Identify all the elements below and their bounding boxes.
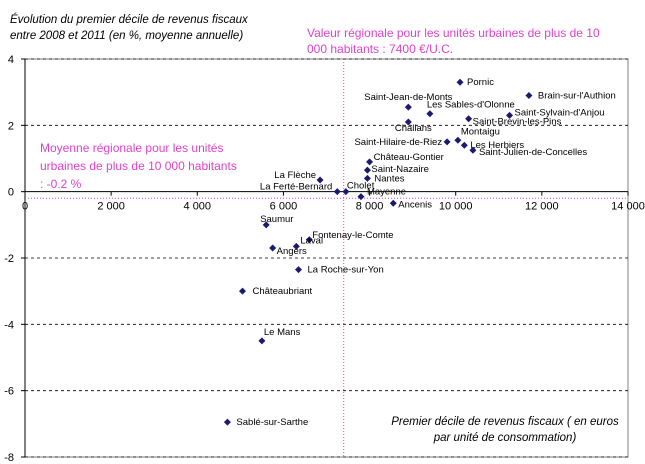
- point-label: Angers: [277, 246, 307, 257]
- point-label: La Flèche: [274, 170, 316, 181]
- point-marker: [363, 174, 371, 182]
- x-tick-label: 10 000: [439, 201, 473, 213]
- point-marker: [404, 118, 412, 126]
- x-tick-label: 6 000: [270, 201, 298, 213]
- x-tick-label: 8 000: [356, 201, 384, 213]
- x-tick-label: 0: [22, 201, 28, 213]
- point-label: Le Mans: [264, 327, 301, 338]
- x-tick-label: 4 000: [184, 201, 212, 213]
- point-label: Ancenis: [398, 199, 432, 210]
- y-tick-label: 0: [8, 187, 14, 199]
- point-label: Saint-Nazaire: [371, 164, 429, 175]
- point-marker: [456, 78, 464, 86]
- point-label: Laval: [300, 235, 323, 246]
- point-label: Château-Gontier: [374, 152, 444, 163]
- point-marker: [363, 166, 371, 174]
- point-label: La Roche-sur-Yon: [308, 265, 384, 276]
- point-label: Saumur: [260, 214, 293, 225]
- point-marker: [262, 221, 270, 229]
- point-label: La Ferté-Bernard: [260, 182, 332, 193]
- point-marker: [426, 110, 434, 118]
- point-label: Saint-Jean-de-Monts: [364, 92, 452, 103]
- point-marker: [389, 199, 397, 207]
- point-marker: [525, 91, 533, 99]
- point-label: Saint-Hilaire-de-Riez: [354, 137, 442, 148]
- tick-labels: 0 2 000 4 000 6 000 8 000 10 000 12 000 14 000 -…: [4, 54, 645, 464]
- x-tick-label: 12 000: [525, 201, 559, 213]
- x-tick-label: 2 000: [97, 201, 125, 213]
- point-marker: [295, 266, 303, 274]
- point-label: Brain-sur-l'Authion: [538, 90, 616, 101]
- point-marker: [465, 115, 473, 123]
- reference-lines: [25, 59, 628, 457]
- point-label: Les Herbiers: [470, 140, 524, 151]
- point-label: Pornic: [467, 77, 494, 88]
- point-marker: [258, 337, 266, 345]
- point-marker: [305, 236, 313, 244]
- point-label: Cholet: [347, 181, 375, 192]
- gridlines: [25, 58, 628, 458]
- axes: [21, 58, 629, 458]
- point-marker: [333, 188, 341, 196]
- point-marker: [269, 244, 277, 252]
- point-marker: [223, 418, 231, 426]
- point-marker: [239, 287, 247, 295]
- x-axis-title: Premier décile de revenus fiscaux ( en e…: [391, 416, 619, 444]
- y-tick-label: -8: [4, 452, 14, 464]
- point-marker: [316, 176, 324, 184]
- point-marker: [454, 136, 462, 144]
- point-marker: [292, 242, 300, 250]
- point-marker: [357, 193, 365, 201]
- point-label: Saint-Julien-de-Concelles: [479, 147, 587, 158]
- point-label: Challans: [395, 123, 432, 134]
- point-marker: [404, 103, 412, 111]
- y-tick-label: 4: [8, 54, 14, 66]
- point-marker: [469, 146, 477, 154]
- point-marker: [366, 158, 374, 166]
- point-label: Les Sables-d'Olonne: [427, 100, 515, 111]
- annotation-regional-x: Valeur régionale pour les unités urbaine…: [307, 26, 600, 56]
- point-marker: [342, 188, 350, 196]
- point-label: Sablé-sur-Sarthe: [236, 417, 308, 428]
- point-label: Fontenay-le-Comte: [312, 230, 393, 241]
- chart-title: Évolution du premier décile de revenus f…: [10, 14, 248, 42]
- point-label: Saint-Sylvain-d'Anjou: [515, 107, 605, 118]
- data-points: Pornic Brain-sur-l'Authion Saint-Jean-de-M…: [223, 77, 616, 428]
- point-marker: [460, 141, 468, 149]
- point-label: Mayenne: [367, 187, 406, 198]
- point-marker: [506, 111, 514, 119]
- annotation-regional-y: Moyenne régionale pour les unités urbain…: [40, 141, 237, 191]
- y-tick-label: 2: [8, 120, 14, 132]
- point-label: Saint-Brevin-les-Pins: [473, 117, 562, 128]
- point-label: Châteaubriant: [253, 286, 313, 297]
- y-tick-label: -2: [4, 253, 14, 265]
- point-label: Nantes: [374, 173, 404, 184]
- point-marker: [443, 138, 451, 146]
- point-label: Montaigu: [461, 126, 500, 137]
- x-tick-label: 14 000: [611, 201, 645, 213]
- y-tick-label: -4: [4, 319, 14, 331]
- y-tick-label: -6: [4, 386, 14, 398]
